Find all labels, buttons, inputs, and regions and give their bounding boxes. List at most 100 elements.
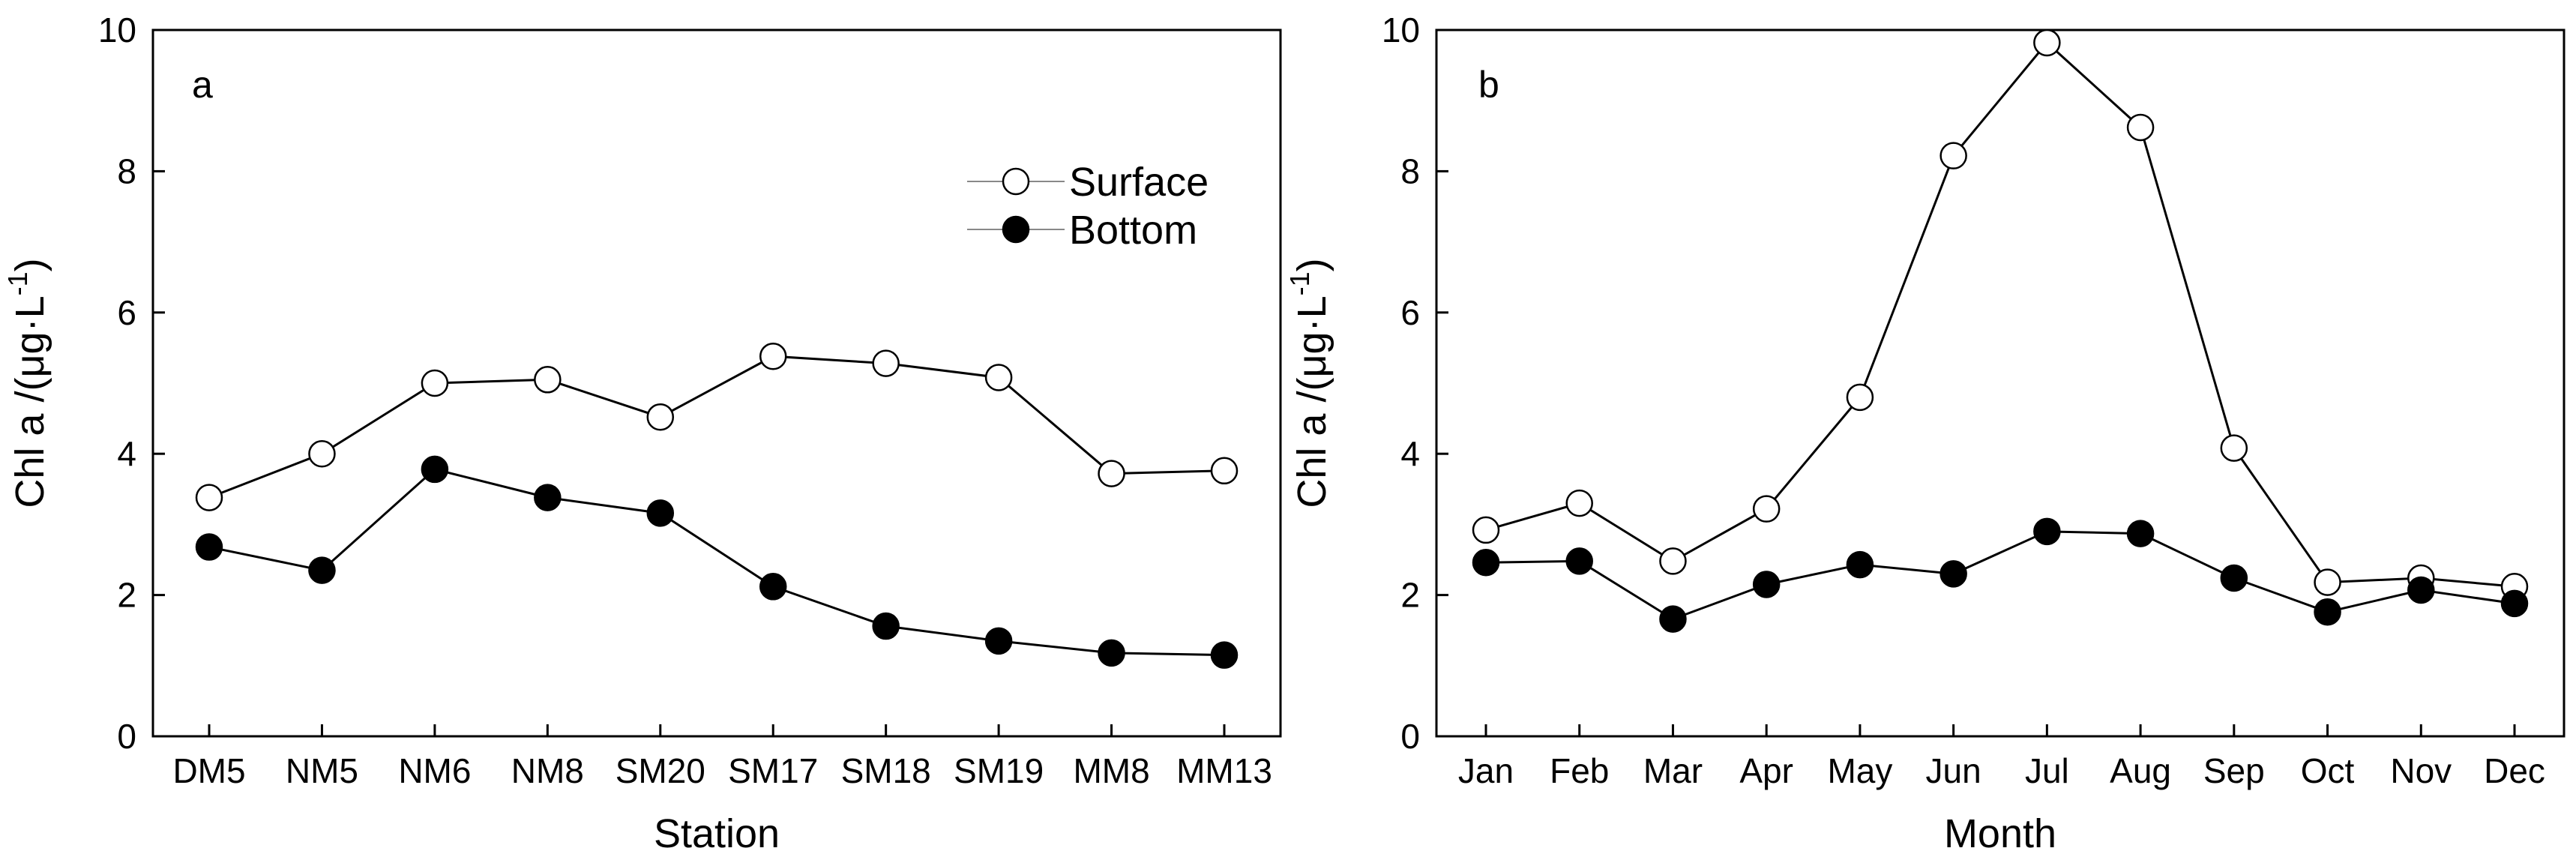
legend-marker-bottom xyxy=(1002,215,1030,244)
y-tick-label: 4 xyxy=(117,434,136,473)
y-tick-label: 6 xyxy=(117,293,136,332)
point-bottom-jun xyxy=(1939,560,1967,588)
y-axis-title-sup: -1 xyxy=(1284,271,1315,295)
point-bottom-dec xyxy=(2500,589,2529,618)
y-axis-title-close: ) xyxy=(7,258,52,271)
point-surface-mm8 xyxy=(1098,460,1125,487)
x-tick-label: NM5 xyxy=(286,751,358,790)
y-tick-label: 0 xyxy=(1400,717,1420,756)
point-bottom-sep xyxy=(2220,564,2248,592)
legend-marker-surface xyxy=(1002,167,1030,196)
series-line-bottom xyxy=(1485,530,2515,621)
point-surface-nm8 xyxy=(534,366,562,394)
point-surface-nm5 xyxy=(308,439,336,468)
series-line-bottom xyxy=(208,468,1225,657)
x-tick-label: Dec xyxy=(2484,751,2545,790)
point-bottom-jul xyxy=(2033,517,2061,546)
point-bottom-nm6 xyxy=(421,455,449,484)
point-surface-jun xyxy=(1939,142,1967,169)
point-bottom-dm5 xyxy=(195,533,223,561)
series-line-surface xyxy=(208,355,1225,499)
plot-frame xyxy=(151,28,1282,738)
point-surface-feb xyxy=(1565,489,1593,517)
panel-b: 0 2 4 6 8 10 Jan Feb Mar Apr May Jun Jul Aug Sep Oct Nov… xyxy=(1284,10,2566,856)
point-bottom-aug xyxy=(2126,520,2155,547)
x-tick-label: MM13 xyxy=(1176,751,1272,790)
point-bottom-feb xyxy=(1565,547,1593,575)
point-bottom-nm8 xyxy=(534,484,562,511)
y-axis-title-main: Chl a /(μg·L xyxy=(7,295,52,508)
x-tick-label: SM18 xyxy=(841,751,931,790)
x-tick-label: NM8 xyxy=(511,751,584,790)
x-tick-label: Mar xyxy=(1643,751,1703,790)
y-tick-label: 6 xyxy=(1400,293,1420,332)
y-tick-label: 4 xyxy=(1400,434,1420,473)
x-axis-title: Month xyxy=(1944,811,2056,856)
y-tick-label: 2 xyxy=(117,576,136,615)
x-tick-label: MM8 xyxy=(1073,751,1149,790)
x-tick-label: SM17 xyxy=(728,751,818,790)
point-bottom-nm5 xyxy=(308,556,336,584)
x-tick-label: Sep xyxy=(2203,751,2265,790)
point-bottom-apr xyxy=(1752,571,1781,598)
panel-a: 0 2 4 6 8 10 DM5 NM5 NM6 NM8 SM20 SM17 SM18 SM19 MM8 MM… xyxy=(2,10,1282,856)
point-surface-dm5 xyxy=(195,484,223,511)
legend-label-surface: Surface xyxy=(1069,160,1209,205)
plot-frame xyxy=(1435,28,2566,738)
point-bottom-oct xyxy=(2314,598,2341,626)
x-tick-label: NM6 xyxy=(398,751,471,790)
point-bottom-jan xyxy=(1472,549,1500,577)
point-surface-mm13 xyxy=(1210,457,1239,485)
point-bottom-mar xyxy=(1659,605,1687,633)
legend-label-bottom: Bottom xyxy=(1069,208,1197,253)
panel-label: a xyxy=(192,64,213,106)
x-tick-label: DM5 xyxy=(172,751,245,790)
x-tick-label: Aug xyxy=(2110,751,2171,790)
x-tick-label: Oct xyxy=(2301,751,2355,790)
point-surface-may xyxy=(1846,383,1874,412)
point-bottom-nov xyxy=(2407,576,2435,604)
x-tick-label: Nov xyxy=(2390,751,2452,790)
point-surface-sep xyxy=(2220,434,2248,462)
x-tick-label: Feb xyxy=(1550,751,1609,790)
x-tick-label: May xyxy=(1827,751,1892,790)
point-surface-apr xyxy=(1752,495,1781,523)
y-tick-label: 0 xyxy=(117,717,136,756)
y-axis-title-sup: -1 xyxy=(2,271,33,295)
x-axis-title: Station xyxy=(654,811,780,856)
point-surface-mar xyxy=(1659,547,1687,575)
point-surface-sm19 xyxy=(984,364,1013,391)
point-surface-sm17 xyxy=(759,342,787,370)
x-tick-label: Jun xyxy=(1926,751,1981,790)
point-bottom-sm19 xyxy=(984,627,1013,655)
point-surface-aug xyxy=(2126,113,2155,142)
x-tick-label: Jul xyxy=(2025,751,2069,790)
x-tick-label: Apr xyxy=(1739,751,1793,790)
point-surface-sm18 xyxy=(872,349,900,377)
point-surface-oct xyxy=(2314,568,2341,596)
y-axis-title: Chl a /(μg·L-1) xyxy=(2,258,52,508)
point-surface-sm20 xyxy=(646,403,675,431)
y-tick-label: 10 xyxy=(1382,10,1420,49)
point-surface-jan xyxy=(1472,516,1500,544)
point-bottom-sm17 xyxy=(759,573,787,601)
point-bottom-sm18 xyxy=(872,612,900,640)
y-axis-title-main: Chl a /(μg·L xyxy=(1289,295,1334,508)
x-tick-label: SM19 xyxy=(954,751,1044,790)
y-axis-title: Chl a /(μg·L-1) xyxy=(1284,258,1334,508)
panel-label: b xyxy=(1478,64,1499,106)
x-tick-label: Jan xyxy=(1458,751,1514,790)
y-tick-label: 8 xyxy=(117,151,136,190)
x-tick-label: SM20 xyxy=(616,751,705,790)
point-bottom-may xyxy=(1846,550,1874,579)
y-tick-label: 2 xyxy=(1400,576,1420,615)
series-line-surface xyxy=(1485,40,2515,588)
point-bottom-mm13 xyxy=(1210,641,1239,669)
point-bottom-sm20 xyxy=(646,499,675,527)
point-surface-jul xyxy=(2033,28,2061,57)
y-axis-title-close: ) xyxy=(1289,258,1334,271)
point-bottom-mm8 xyxy=(1098,639,1125,667)
point-surface-nm6 xyxy=(421,369,449,397)
